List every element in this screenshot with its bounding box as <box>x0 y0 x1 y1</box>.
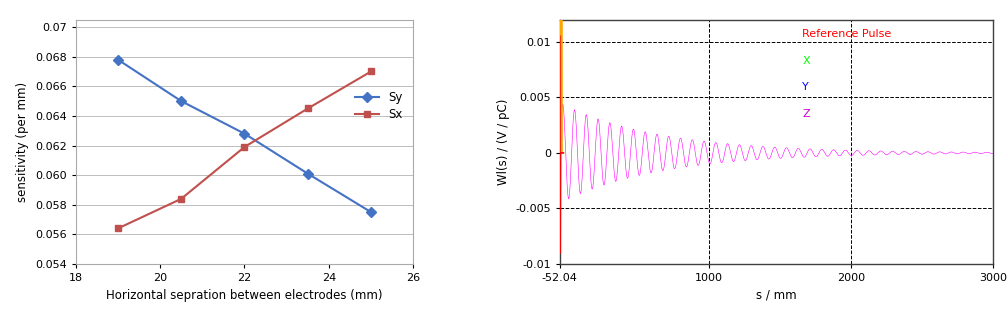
Sy <box>239 132 251 136</box>
X-axis label: Horizontal sepration between electrodes (mm): Horizontal sepration between electrodes … <box>106 289 383 302</box>
Y-axis label: sensitivity (per mm): sensitivity (per mm) <box>16 82 29 202</box>
Sx <box>301 107 313 111</box>
Sy <box>112 58 124 62</box>
Sy <box>301 172 313 176</box>
Sx <box>239 145 251 149</box>
Y-axis label: Wl(s) / (V / pC): Wl(s) / (V / pC) <box>497 99 510 185</box>
X-axis label: s / mm: s / mm <box>756 289 796 302</box>
Sy <box>175 99 187 103</box>
Text: Y: Y <box>802 82 809 93</box>
Legend: Sy, Sx: Sy, Sx <box>351 87 407 126</box>
Sy <box>365 210 377 214</box>
Sx <box>365 69 377 73</box>
Sx <box>112 227 124 230</box>
Text: Z: Z <box>802 109 810 119</box>
Text: Reference Pulse: Reference Pulse <box>802 29 892 39</box>
Text: X: X <box>802 55 810 66</box>
Line: Sy: Sy <box>114 56 375 216</box>
Line: Sx: Sx <box>114 68 375 232</box>
Sx <box>175 197 187 201</box>
